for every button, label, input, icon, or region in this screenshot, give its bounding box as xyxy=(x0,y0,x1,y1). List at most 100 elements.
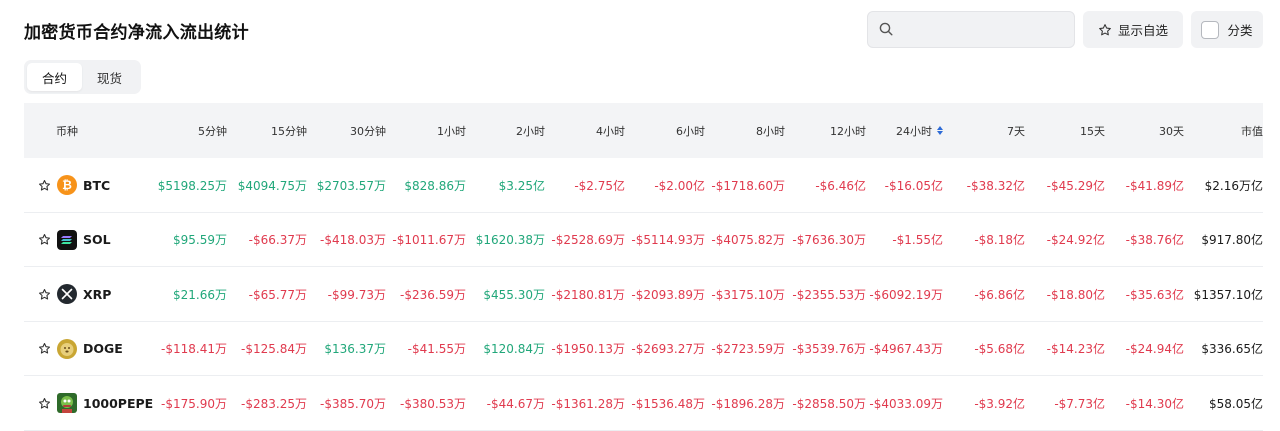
coin-symbol[interactable]: SOL xyxy=(83,232,111,247)
column-header-market-cap[interactable]: 市值 xyxy=(1241,124,1263,138)
doge-icon xyxy=(57,338,77,359)
svg-text:₿: ₿ xyxy=(62,178,72,192)
flow-value: -$14.30亿 xyxy=(1125,396,1184,411)
tab-spot[interactable]: 现货 xyxy=(96,70,122,86)
search-input[interactable] xyxy=(902,18,1066,42)
column-header-24h[interactable]: 24小时 xyxy=(896,103,943,158)
coin-symbol[interactable]: 1000PEPE xyxy=(83,395,154,411)
table-row[interactable]: SOL $95.59万 -$66.37万 -$418.03万 -$1011.67万 $16… xyxy=(24,213,1263,267)
flow-value: $455.30万 xyxy=(483,287,545,302)
flow-value: -$6.46亿 xyxy=(815,178,866,193)
flow-value: -$38.32亿 xyxy=(966,178,1025,193)
flow-value: $5198.25万 xyxy=(157,178,227,193)
coin-cell: SOL xyxy=(38,213,111,267)
column-header-7d[interactable]: 7天 xyxy=(1007,124,1025,138)
table-row[interactable]: 1000PEPE -$175.90万 -$283.25万 -$385.70万 -$380… xyxy=(24,376,1263,431)
market-type-tabs: 合约 现货 xyxy=(24,60,141,94)
flow-value: $2703.57万 xyxy=(316,178,386,193)
coin-symbol[interactable]: XRP xyxy=(83,286,112,302)
search-icon xyxy=(879,22,893,36)
sort-icon xyxy=(937,126,943,135)
favorite-star-icon[interactable] xyxy=(38,288,51,301)
favorite-star-icon[interactable] xyxy=(38,233,51,246)
flow-value: -$5114.93万 xyxy=(631,233,705,247)
flow-value: -$16.05亿 xyxy=(884,178,943,193)
column-header-coin[interactable]: 币种 xyxy=(56,124,78,138)
flow-value: -$3539.76万 xyxy=(792,342,866,356)
category-toggle[interactable]: 分类 xyxy=(1191,11,1263,48)
column-header-30m[interactable]: 30分钟 xyxy=(350,124,386,138)
column-header-4h[interactable]: 4小时 xyxy=(596,124,625,138)
flow-value: -$8.18亿 xyxy=(974,233,1025,247)
favorite-star-icon[interactable] xyxy=(38,397,51,410)
column-header-1h[interactable]: 1小时 xyxy=(437,124,466,138)
favorite-star-icon[interactable] xyxy=(38,179,51,192)
flow-value: $828.86万 xyxy=(404,178,466,193)
flow-value: -$418.03万 xyxy=(320,233,386,247)
column-header-2h[interactable]: 2小时 xyxy=(516,124,545,138)
column-header-15m[interactable]: 15分钟 xyxy=(271,124,307,138)
flow-value: -$2.00亿 xyxy=(654,178,705,193)
flow-value: -$2180.81万 xyxy=(551,287,625,302)
flow-value: -$35.63亿 xyxy=(1125,287,1184,302)
column-header-30d[interactable]: 30天 xyxy=(1159,124,1184,138)
show-favorites-button[interactable]: 显示自选 xyxy=(1083,11,1183,48)
flow-value: -$236.59万 xyxy=(400,287,466,302)
page-title: 加密货币合约净流入流出统计 xyxy=(24,23,249,43)
table-body: ₿ BTC $5198.25万 $4094.75万 $2703.57万 $828.86万 $… xyxy=(24,158,1263,431)
flow-value: -$2355.53万 xyxy=(792,287,866,302)
flow-value: $3.25亿 xyxy=(498,178,545,193)
flow-value: -$66.37万 xyxy=(248,233,307,247)
market-cap-value: $58.05亿 xyxy=(1209,396,1263,411)
tab-futures[interactable]: 合约 xyxy=(27,63,82,91)
coin-cell: ₿ BTC xyxy=(38,158,110,212)
table-row[interactable]: XRP $21.66万 -$65.77万 -$99.73万 -$236.59万 $455.… xyxy=(24,267,1263,322)
flow-value: -$2723.59万 xyxy=(711,342,785,356)
column-header-15d[interactable]: 15天 xyxy=(1080,124,1105,138)
market-cap-value: $2.16万亿 xyxy=(1204,178,1263,193)
flow-value: $1620.38万 xyxy=(475,233,545,247)
search-box[interactable] xyxy=(867,11,1075,48)
column-header-6h[interactable]: 6小时 xyxy=(676,124,705,138)
column-header-8h[interactable]: 8小时 xyxy=(756,124,785,138)
flow-value: -$99.73万 xyxy=(327,287,386,302)
flow-value: -$2693.27万 xyxy=(631,342,705,356)
flow-value: $120.84万 xyxy=(483,342,545,356)
flow-table: 币种 5分钟 15分钟 30分钟 1小时 2小时 4小时 6小时 8小时 12小… xyxy=(24,103,1263,431)
flow-value: -$1361.28万 xyxy=(551,396,625,411)
market-cap-value: $1357.10亿 xyxy=(1193,287,1263,302)
flow-value: -$41.89亿 xyxy=(1125,178,1184,193)
sol-icon xyxy=(57,229,77,250)
flow-value: -$7636.30万 xyxy=(792,233,866,247)
market-cap-value: $917.80亿 xyxy=(1201,233,1263,247)
flow-value: -$6092.19万 xyxy=(869,287,943,302)
flow-value: $136.37万 xyxy=(324,342,386,356)
flow-value: -$7.73亿 xyxy=(1054,396,1105,411)
market-cap-value: $336.65亿 xyxy=(1201,342,1263,356)
favorite-star-icon[interactable] xyxy=(38,342,51,355)
flow-value: -$44.67万 xyxy=(486,396,545,411)
flow-value: -$283.25万 xyxy=(241,396,307,411)
flow-value: -$5.68亿 xyxy=(974,342,1025,356)
flow-value: -$14.23亿 xyxy=(1046,342,1105,356)
show-favorites-label: 显示自选 xyxy=(1117,23,1168,38)
table-row[interactable]: DOGE -$118.41万 -$125.84万 $136.37万 -$41.55万 $1… xyxy=(24,322,1263,376)
flow-value: -$2093.89万 xyxy=(631,287,705,302)
flow-value: -$3.92亿 xyxy=(974,396,1025,411)
flow-value: -$2528.69万 xyxy=(551,233,625,247)
flow-value: -$2.75亿 xyxy=(574,178,625,193)
flow-value: -$4967.43万 xyxy=(869,342,943,356)
flow-value: -$41.55万 xyxy=(407,342,466,356)
coin-symbol[interactable]: BTC xyxy=(83,177,111,193)
category-checkbox[interactable] xyxy=(1201,20,1220,39)
table-row[interactable]: ₿ BTC $5198.25万 $4094.75万 $2703.57万 $828.86万 $… xyxy=(24,158,1263,213)
coin-symbol[interactable]: DOGE xyxy=(83,341,123,356)
column-header-5m[interactable]: 5分钟 xyxy=(198,124,227,138)
flow-value: -$380.53万 xyxy=(400,396,466,411)
flow-value: -$4033.09万 xyxy=(869,396,943,411)
xrp-icon xyxy=(57,284,77,304)
flow-value: -$4075.82万 xyxy=(711,233,785,247)
column-header-12h[interactable]: 12小时 xyxy=(830,124,866,138)
flow-value: $4094.75万 xyxy=(237,178,307,193)
coin-cell: DOGE xyxy=(38,322,123,376)
